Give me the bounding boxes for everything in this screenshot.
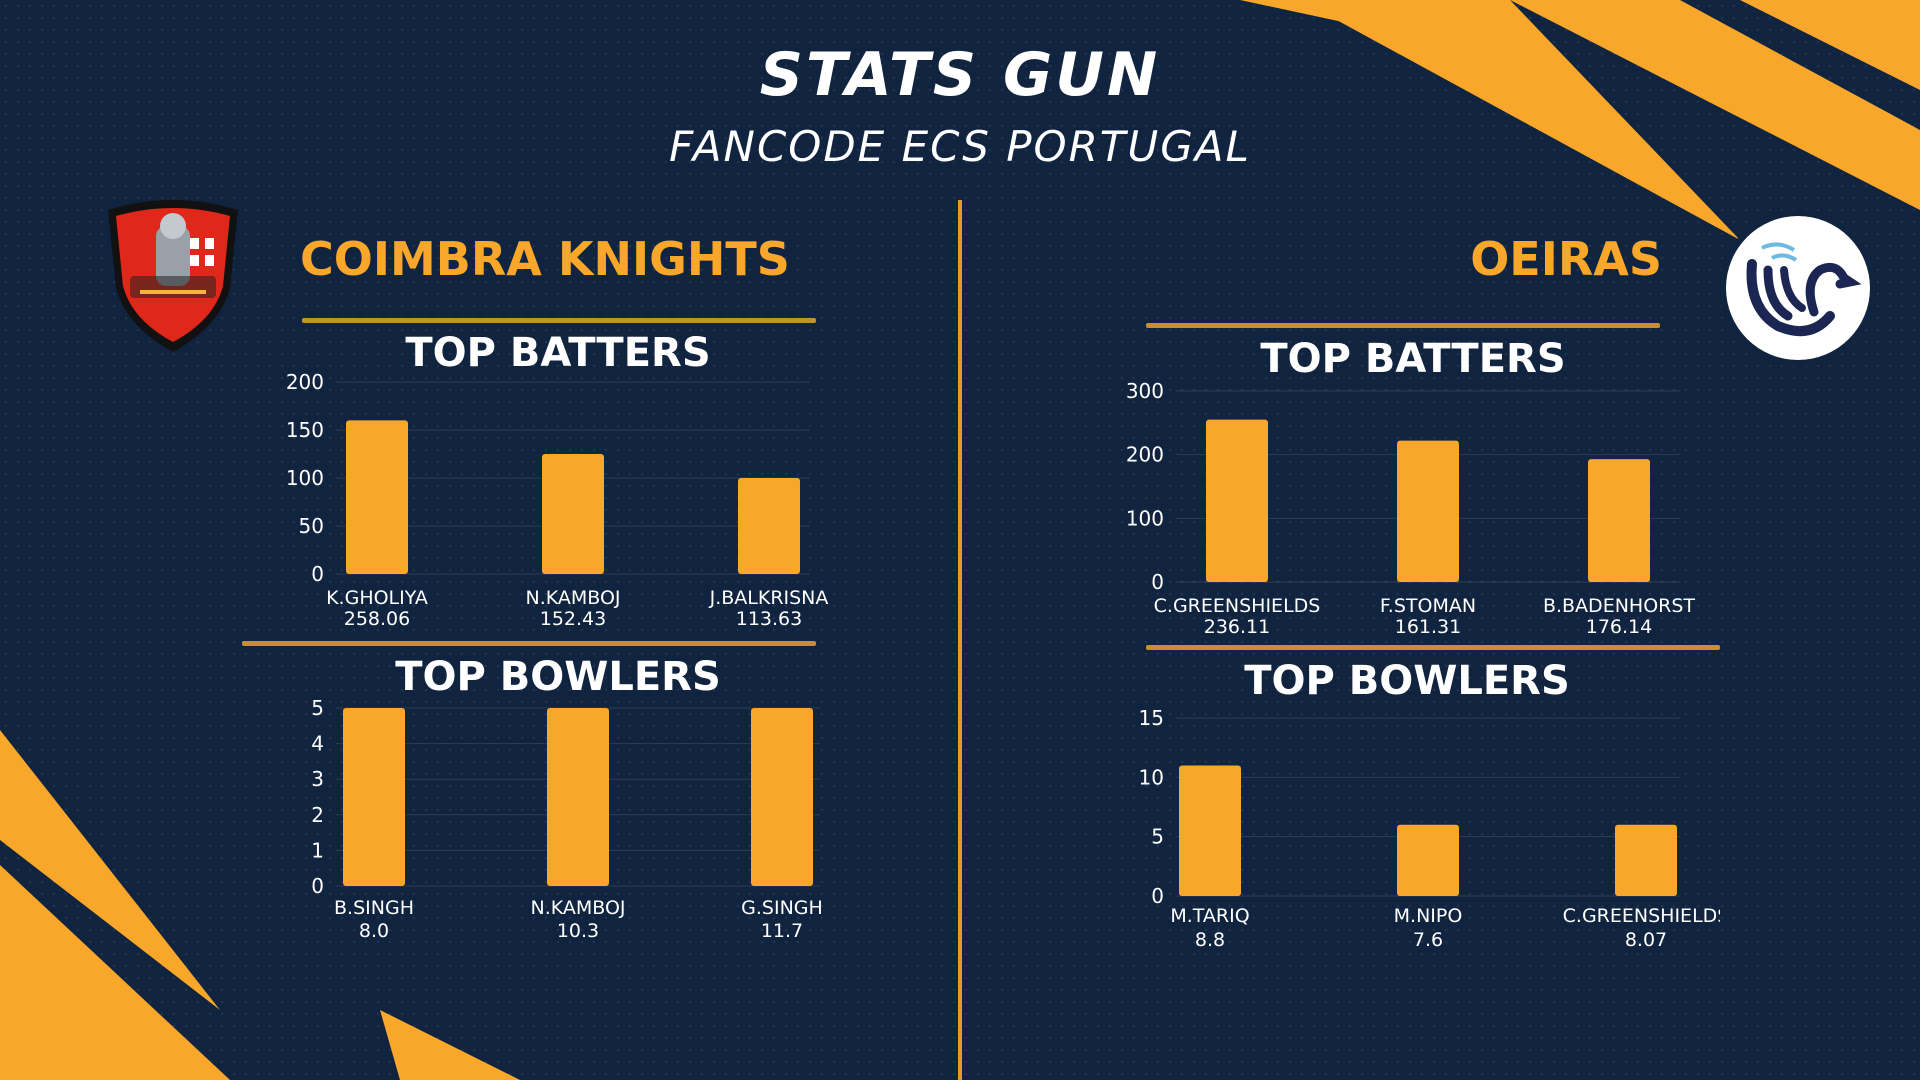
swan-circle-icon <box>1720 210 1876 366</box>
divider-right-middle <box>1146 645 1720 650</box>
divider-right-top <box>1146 323 1660 328</box>
category-label: N.KAMBOJ <box>525 587 620 609</box>
category-sublabel: 11.7 <box>761 920 803 942</box>
category-sublabel: 8.8 <box>1195 929 1225 951</box>
bar-2 <box>547 708 609 886</box>
stripe-top-right-3 <box>1510 0 1920 210</box>
bar-3 <box>1588 459 1650 582</box>
section-title-left-bowlers: TOP BOWLERS <box>395 654 721 700</box>
team-name-left: COIMBRA KNIGHTS <box>300 232 790 286</box>
stripe-bottom-left-1 <box>0 730 220 1010</box>
category-label: M.NIPO <box>1394 905 1463 927</box>
bar-1 <box>343 708 405 886</box>
y-tick-label: 1 <box>311 838 324 862</box>
category-sublabel: 8.0 <box>359 920 389 942</box>
y-tick-label: 5 <box>1151 825 1164 849</box>
bar-1 <box>346 420 408 574</box>
y-tick-label: 0 <box>1151 570 1164 594</box>
y-tick-label: 10 <box>1139 765 1164 789</box>
bar-2 <box>542 454 604 574</box>
category-sublabel: 161.31 <box>1395 616 1461 638</box>
stripe-top-right-2 <box>1300 0 1740 240</box>
bar-2 <box>1397 824 1459 896</box>
y-tick-label: 2 <box>311 803 324 827</box>
bar-1 <box>1206 419 1268 582</box>
category-label: C.GREENSHIELDS <box>1563 905 1720 927</box>
y-tick-label: 200 <box>286 372 324 394</box>
category-label: G.SINGH <box>741 897 823 919</box>
category-label: F.STOMAN <box>1380 595 1476 617</box>
divider-left-top <box>302 318 816 323</box>
y-tick-label: 0 <box>1151 884 1164 908</box>
category-sublabel: 258.06 <box>344 608 410 630</box>
bar-3 <box>751 708 813 886</box>
bar-1 <box>1179 765 1241 896</box>
y-tick-label: 0 <box>311 562 324 586</box>
team-name-right: OEIRAS <box>1470 232 1662 286</box>
category-sublabel: 236.11 <box>1204 616 1270 638</box>
divider-left-middle <box>242 641 816 646</box>
category-label: C.GREENSHIELDS <box>1154 595 1321 617</box>
page-title: STATS GUN <box>759 40 1161 110</box>
y-tick-label: 300 <box>1126 379 1164 403</box>
y-tick-label: 200 <box>1126 443 1164 467</box>
category-sublabel: 10.3 <box>557 920 599 942</box>
center-divider <box>958 200 962 1080</box>
category-label: M.TARIQ <box>1170 905 1249 927</box>
section-title-right-batters: TOP BATTERS <box>1260 336 1566 382</box>
y-tick-label: 50 <box>299 514 324 538</box>
category-label: K.GHOLIYA <box>326 587 428 609</box>
y-tick-label: 0 <box>311 874 324 898</box>
stripe-bottom-left-2 <box>0 865 230 1080</box>
category-sublabel: 8.07 <box>1625 929 1667 951</box>
category-sublabel: 7.6 <box>1413 929 1443 951</box>
category-sublabel: 113.63 <box>736 608 802 630</box>
category-sublabel: 152.43 <box>540 608 606 630</box>
category-label: B.SINGH <box>334 897 414 919</box>
y-tick-label: 4 <box>311 732 324 756</box>
knight-shield-icon <box>108 200 238 352</box>
stripe-bottom-left-4 <box>380 1010 520 1080</box>
category-label: J.BALKRISNA <box>709 587 829 609</box>
y-tick-label: 15 <box>1139 706 1164 730</box>
stripe-bottom-left-3 <box>0 1040 130 1080</box>
section-title-left-batters: TOP BATTERS <box>405 330 711 376</box>
category-sublabel: 176.14 <box>1586 616 1652 638</box>
y-tick-label: 100 <box>1126 506 1164 530</box>
page-subtitle: FANCODE ECS PORTUGAL <box>669 122 1251 171</box>
y-tick-label: 100 <box>286 466 324 490</box>
y-tick-label: 5 <box>311 700 324 720</box>
category-label: N.KAMBOJ <box>530 897 625 919</box>
section-title-right-bowlers: TOP BOWLERS <box>1244 658 1570 704</box>
bar-3 <box>738 478 800 574</box>
y-tick-label: 3 <box>311 767 324 791</box>
category-label: B.BADENHORST <box>1543 595 1695 617</box>
bar-3 <box>1615 824 1677 896</box>
stripe-top-right-4 <box>1740 0 1920 90</box>
bar-2 <box>1397 440 1459 582</box>
y-tick-label: 150 <box>286 418 324 442</box>
